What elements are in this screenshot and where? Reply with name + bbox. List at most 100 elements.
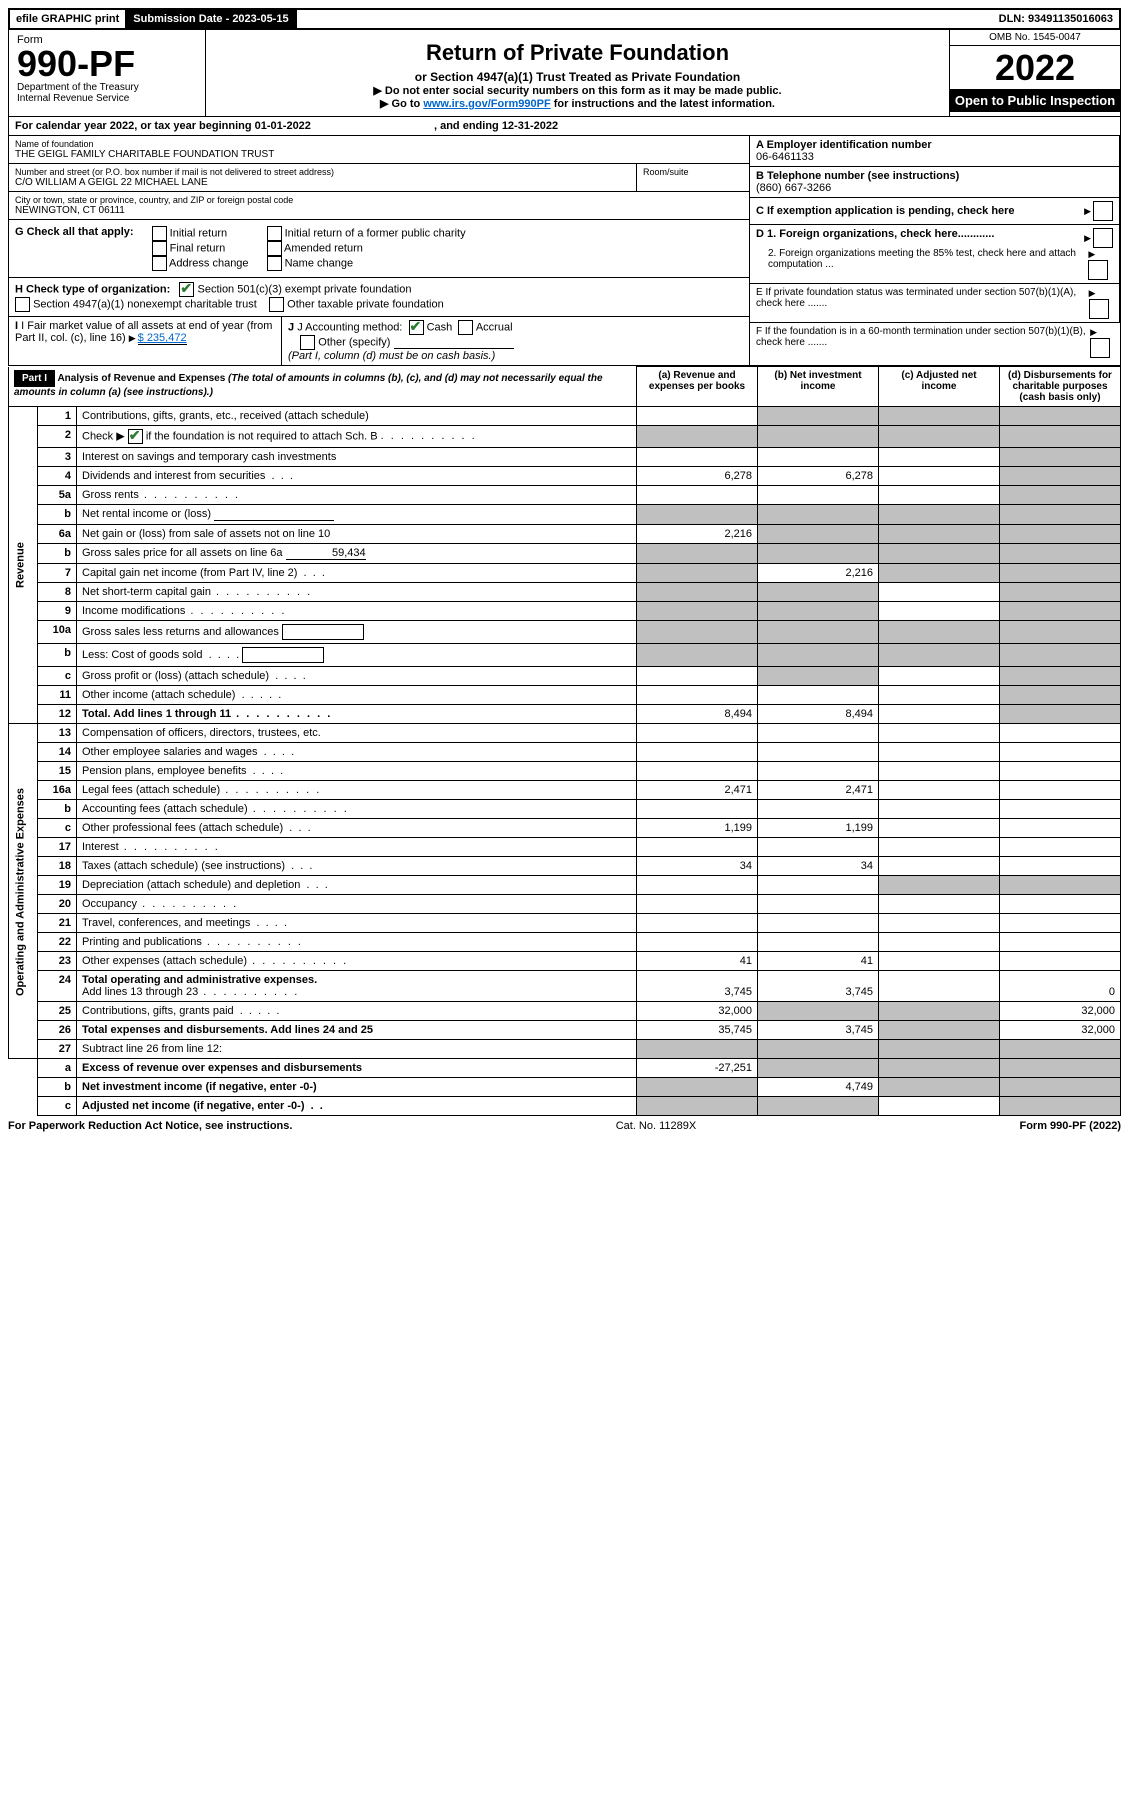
f-label: F If the foundation is in a 60-month ter… (756, 326, 1090, 358)
b-label: B Telephone number (see instructions) (756, 170, 1113, 182)
line-27c: Adjusted net income (if negative, enter … (77, 1097, 637, 1116)
part1-title: Analysis of Revenue and Expenses (57, 373, 225, 384)
col-b-header: (b) Net investment income (758, 367, 879, 407)
accrual-checkbox[interactable] (458, 320, 473, 335)
l6a-a: 2,216 (637, 525, 758, 544)
form-header: Form 990-PF Department of the Treasury I… (8, 30, 1121, 117)
l27a-a: -27,251 (637, 1059, 758, 1078)
l12-a: 8,494 (637, 705, 758, 724)
j-cash: Cash (427, 321, 453, 333)
d1-label: D 1. Foreign organizations, check here..… (756, 228, 994, 248)
col-c-header: (c) Adjusted net income (879, 367, 1000, 407)
line-25: Contributions, gifts, grants paid . . . … (77, 1002, 637, 1021)
address-change-checkbox[interactable] (152, 256, 167, 271)
cash-checkbox[interactable] (409, 320, 424, 335)
l16a-b: 2,471 (758, 781, 879, 800)
amended-return-checkbox[interactable] (267, 241, 282, 256)
l4-b: 6,278 (758, 467, 879, 486)
l18-a: 34 (637, 857, 758, 876)
calendar-row: For calendar year 2022, or tax year begi… (8, 117, 1121, 136)
form990pf-link[interactable]: www.irs.gov/Form990PF (423, 98, 550, 110)
submission-date: Submission Date - 2023-05-15 (127, 10, 296, 28)
city-label: City or town, state or province, country… (15, 195, 743, 205)
other-method-checkbox[interactable] (300, 335, 315, 350)
id-block: Name of foundation THE GEIGL FAMILY CHAR… (8, 136, 1121, 366)
l16a-a: 2,471 (637, 781, 758, 800)
other-taxable-checkbox[interactable] (269, 297, 284, 312)
line-13: Compensation of officers, directors, tru… (77, 724, 637, 743)
g-opt-5: Name change (285, 257, 354, 269)
irs: Internal Revenue Service (17, 93, 197, 104)
line-17: Interest (77, 838, 637, 857)
addr-label: Number and street (or P.O. box number if… (15, 167, 630, 177)
501c3-checkbox[interactable] (179, 282, 194, 297)
f-checkbox[interactable] (1090, 338, 1110, 358)
footer-mid: Cat. No. 11289X (616, 1120, 697, 1132)
address: C/O WILLIAM A GEIGL 22 MICHAEL LANE (15, 177, 630, 188)
footer-right: Form 990-PF (2022) (1019, 1120, 1121, 1132)
line-2: Check ▶ if the foundation is not require… (77, 426, 637, 448)
g-opt-1: Final return (170, 242, 226, 254)
initial-former-checkbox[interactable] (267, 226, 282, 241)
tax-year: 2022 (950, 46, 1120, 89)
line-27b: Net investment income (if negative, ente… (77, 1078, 637, 1097)
line-23: Other expenses (attach schedule) (77, 952, 637, 971)
line-21: Travel, conferences, and meetings . . . … (77, 914, 637, 933)
4947-checkbox[interactable] (15, 297, 30, 312)
schb-checkbox[interactable] (128, 429, 143, 444)
j-other: Other (specify) (318, 336, 390, 348)
final-return-checkbox[interactable] (152, 241, 167, 256)
part1-label: Part I (14, 370, 55, 387)
line-5b: Net rental income or (loss) (77, 505, 637, 525)
line-10b: Less: Cost of goods sold . . . . (77, 644, 637, 667)
l16c-a: 1,199 (637, 819, 758, 838)
part1-table: Part I Analysis of Revenue and Expenses … (8, 366, 1121, 1116)
line-14: Other employee salaries and wages . . . … (77, 743, 637, 762)
l26-a: 35,745 (637, 1021, 758, 1040)
line-1: Contributions, gifts, grants, etc., rece… (77, 407, 637, 426)
l24-d: 0 (1000, 971, 1121, 1002)
col-d-header: (d) Disbursements for charitable purpose… (1000, 367, 1121, 407)
top-bar: efile GRAPHIC print Submission Date - 20… (8, 8, 1121, 30)
l25-a: 32,000 (637, 1002, 758, 1021)
line-3: Interest on savings and temporary cash i… (77, 448, 637, 467)
l26-d: 32,000 (1000, 1021, 1121, 1040)
g-opt-3: Initial return of a former public charit… (285, 227, 466, 239)
line-10c: Gross profit or (loss) (attach schedule)… (77, 667, 637, 686)
e-label: E If private foundation status was termi… (756, 287, 1089, 319)
fmv-value[interactable]: $ 235,472 (138, 332, 187, 345)
expenses-label: Operating and Administrative Expenses (9, 724, 38, 1059)
l26-b: 3,745 (758, 1021, 879, 1040)
note2-post: for instructions and the latest informat… (551, 98, 775, 110)
phone: (860) 667-3266 (756, 182, 1113, 194)
line-7: Capital gain net income (from Part IV, l… (77, 564, 637, 583)
dept: Department of the Treasury (17, 82, 197, 93)
cal-begin: For calendar year 2022, or tax year begi… (15, 120, 311, 132)
c-checkbox[interactable] (1093, 201, 1113, 221)
d1-checkbox[interactable] (1093, 228, 1113, 248)
line-22: Printing and publications (77, 933, 637, 952)
g-label: G Check all that apply: (15, 226, 134, 238)
e-checkbox[interactable] (1089, 299, 1109, 319)
d2-label: 2. Foreign organizations meeting the 85%… (756, 248, 1088, 280)
footer: For Paperwork Reduction Act Notice, see … (8, 1116, 1121, 1132)
l25-d: 32,000 (1000, 1002, 1121, 1021)
j-note: (Part I, column (d) must be on cash basi… (288, 350, 495, 362)
j-accrual: Accrual (476, 321, 513, 333)
line-20: Occupancy (77, 895, 637, 914)
initial-return-checkbox[interactable] (152, 226, 167, 241)
line-12: Total. Add lines 1 through 11 (77, 705, 637, 724)
line-26: Total expenses and disbursements. Add li… (77, 1021, 637, 1040)
d2-checkbox[interactable] (1088, 260, 1108, 280)
line-16a: Legal fees (attach schedule) (77, 781, 637, 800)
note-link: ▶ Go to www.irs.gov/Form990PF for instru… (212, 97, 943, 110)
l27b-b: 4,749 (758, 1078, 879, 1097)
l24-b: 3,745 (758, 971, 879, 1002)
room-label: Room/suite (643, 167, 743, 177)
form-number: 990-PF (17, 46, 197, 82)
line-19: Depreciation (attach schedule) and deple… (77, 876, 637, 895)
h-label: H Check type of organization: (15, 283, 170, 295)
g-opt-2: Address change (169, 257, 249, 269)
l4-a: 6,278 (637, 467, 758, 486)
name-change-checkbox[interactable] (267, 256, 282, 271)
